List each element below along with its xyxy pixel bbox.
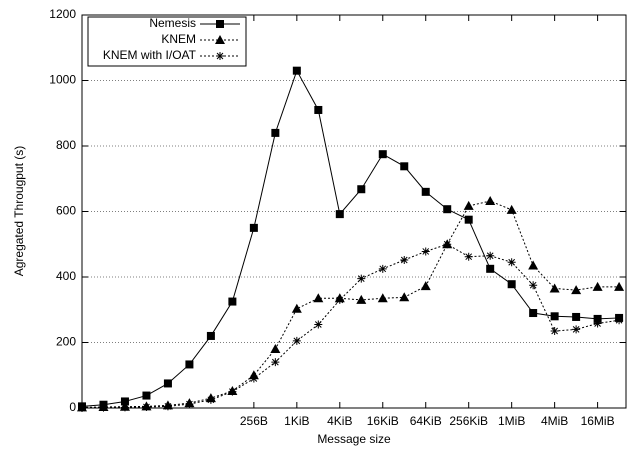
y-tick-label: 600 [56,204,76,218]
marker [78,404,86,412]
marker [572,312,581,321]
marker [464,215,473,224]
marker [356,294,367,304]
marker [486,264,495,273]
marker [378,264,387,273]
marker [420,281,431,291]
marker [249,223,258,232]
marker [163,402,172,411]
marker [314,320,323,329]
marker [485,196,496,206]
series-line [81,69,620,407]
marker [228,387,237,396]
marker [550,327,559,336]
marker [615,316,624,325]
marker [163,379,172,388]
marker [443,205,452,214]
marker [335,295,344,304]
marker [593,314,602,323]
marker [271,128,280,137]
marker [463,200,474,210]
marker [400,162,409,171]
marker [507,258,516,267]
marker [120,403,129,412]
x-tick-label: 1KiB [284,414,309,428]
series-line [81,200,620,408]
marker [313,293,324,303]
legend-label: KNEM [161,32,196,46]
x-tick-label: 256KiB [449,414,488,428]
marker [421,247,430,256]
legend-marker [215,35,225,44]
marker [185,360,194,369]
marker [291,303,302,313]
x-tick-label: 16MiB [581,414,615,428]
x-tick-label: 16KiB [367,414,399,428]
x-tick-label: 1MiB [498,414,525,428]
marker [593,319,602,328]
marker [270,344,281,354]
marker [549,283,560,293]
marker [335,210,344,219]
marker [506,204,517,214]
x-tick-label: 4KiB [327,414,352,428]
marker [528,260,539,270]
marker [400,255,409,264]
marker [378,150,387,159]
marker [142,391,151,400]
legend-label: Nemesis [149,16,196,30]
y-tick-label: 1000 [49,73,76,87]
y-tick-label: 1200 [49,7,76,21]
x-tick-label: 64KiB [410,414,442,428]
marker [142,403,151,412]
marker [249,374,258,383]
series-line [81,243,620,409]
y-tick-label: 400 [56,269,76,283]
legend-marker [216,52,224,60]
marker [206,395,215,404]
marker [572,325,581,334]
marker [228,297,237,306]
legend-marker [216,20,224,28]
marker [357,274,366,283]
x-tick-label: 4MiB [541,414,568,428]
marker [185,400,194,409]
marker [271,358,280,367]
marker [99,403,108,412]
marker [206,331,215,340]
marker [571,285,582,295]
y-axis-label: Agregated Througput (s) [12,146,26,277]
y-tick-label: 0 [69,400,76,414]
x-axis-label: Message size [317,432,391,446]
marker [614,281,625,291]
marker [507,280,516,289]
marker [464,252,473,261]
marker [314,105,323,114]
marker [529,281,538,290]
marker [592,281,603,291]
legend-label: KNEM with I/OAT [103,48,197,62]
marker [377,293,388,303]
marker [550,312,559,321]
marker [443,240,452,249]
marker [292,66,301,75]
marker [292,336,301,345]
marker [421,187,430,196]
y-tick-label: 800 [56,138,76,152]
marker [399,292,410,302]
marker [357,185,366,194]
marker [120,397,129,406]
x-tick-label: 256B [240,414,268,428]
y-tick-label: 200 [56,335,76,349]
marker [486,251,495,260]
marker [529,309,538,318]
